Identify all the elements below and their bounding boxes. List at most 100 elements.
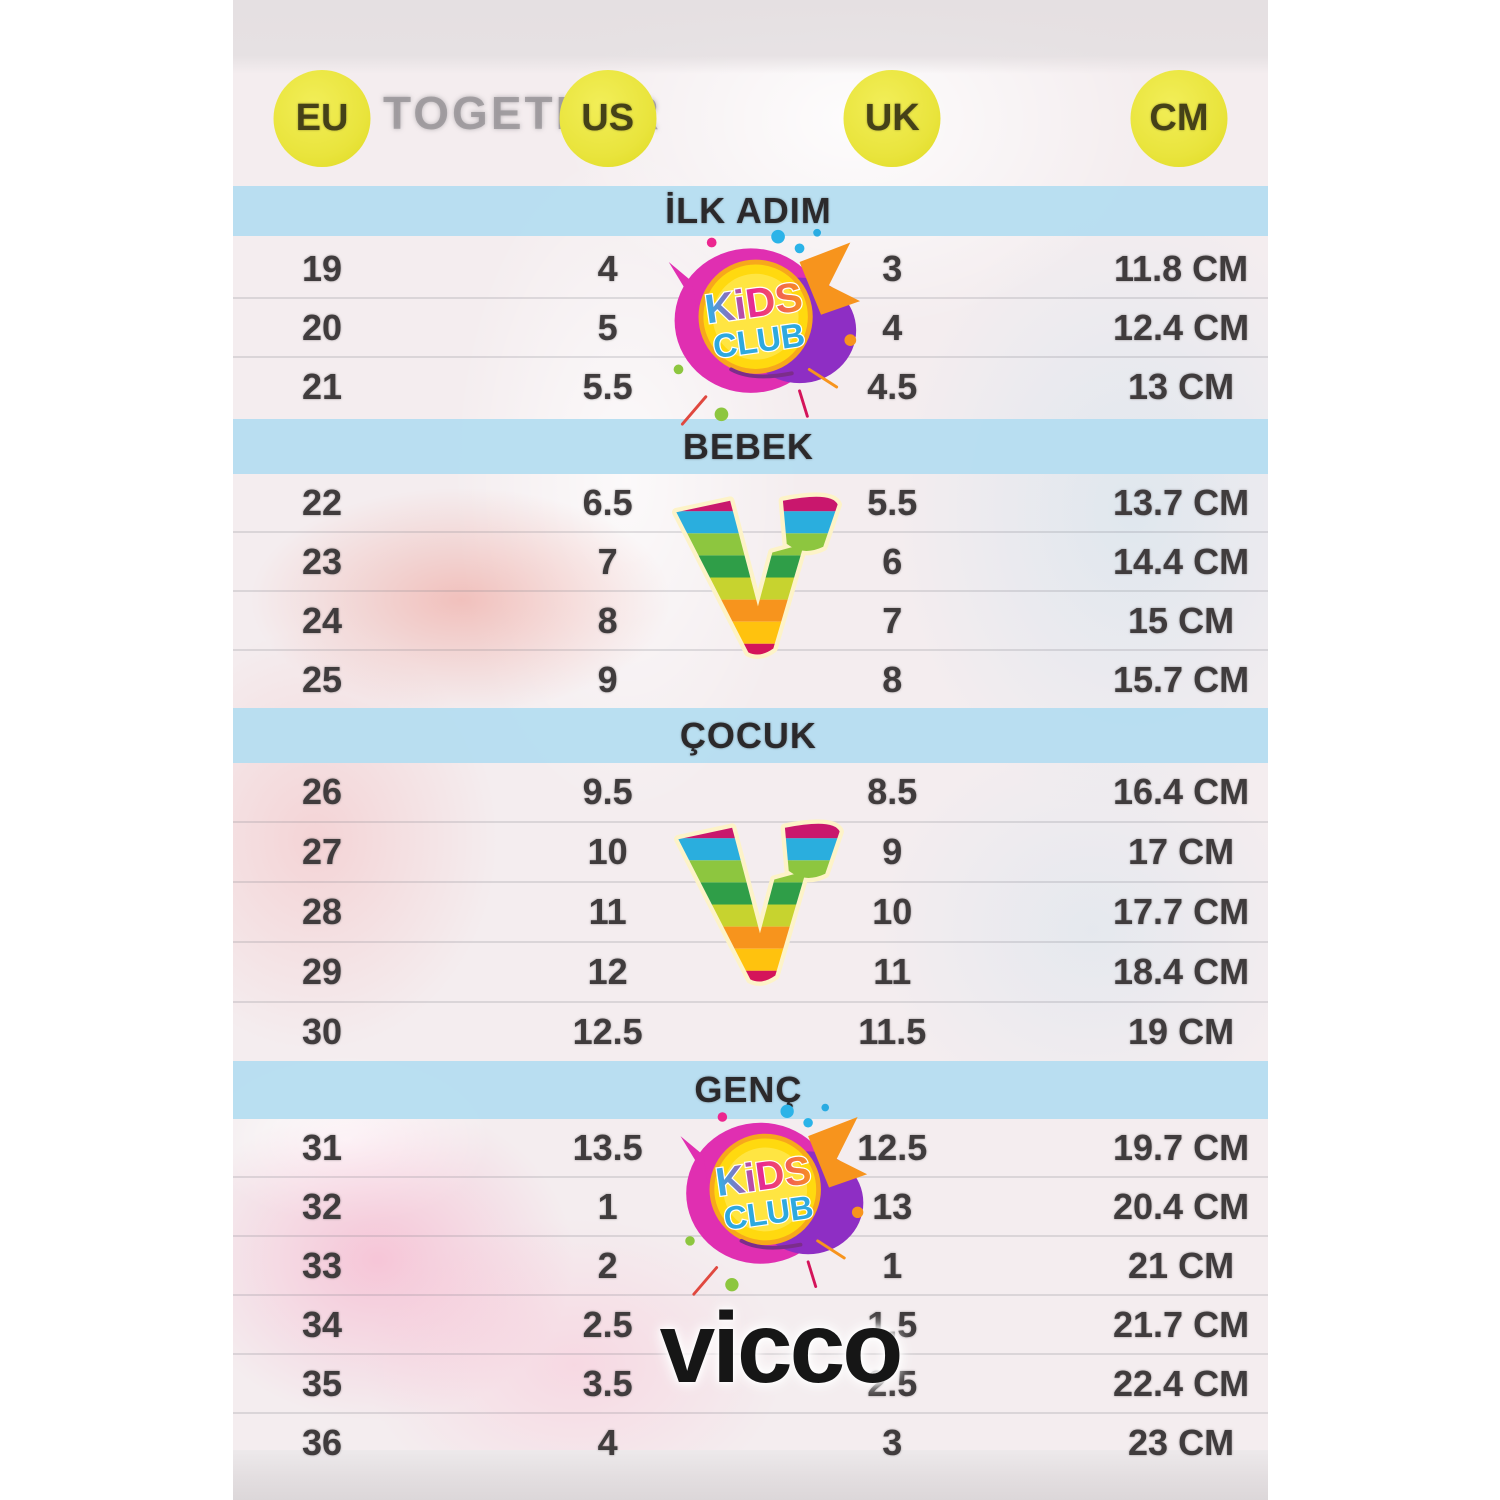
section-header-band: GENÇ (233, 1061, 1268, 1119)
us-value: 1 (597, 1185, 618, 1227)
uk-value: 2.5 (867, 1362, 918, 1404)
eu-value: 21 (301, 365, 343, 407)
cm-value: 15.7 CM (1113, 658, 1250, 700)
table-row: 23 7 6 14.4 CM (233, 531, 1268, 590)
eu-value: 23 (301, 540, 343, 582)
table-row: 36 4 3 23 CM (233, 1412, 1268, 1471)
us-value: 10 (587, 831, 628, 872)
section-title: BEBEK (682, 425, 814, 467)
table-row: 35 3.5 2.5 22.4 CM (233, 1353, 1268, 1412)
kids-club-logo (665, 1098, 875, 1298)
uk-value: 1.5 (867, 1303, 918, 1345)
vicco-wordmark: vicco (659, 1291, 904, 1404)
cm-value: 18.4 CM (1113, 951, 1250, 992)
section-ilk-adim: İLK ADIM 19 4 3 11.8 CM 20 5 4 12.4 CM 2… (233, 186, 1268, 415)
uk-column-label: UK (864, 97, 920, 139)
eu-value: 25 (301, 658, 343, 700)
eu-value: 31 (301, 1126, 343, 1168)
us-value: 7 (597, 540, 618, 582)
eu-value: 32 (301, 1185, 343, 1227)
eu-value: 28 (301, 891, 343, 932)
section-header-band: ÇOCUK (233, 708, 1268, 763)
uk-column-badge: UK (843, 70, 941, 167)
table-row: 34 2.5 1.5 21.7 CM (233, 1294, 1268, 1353)
uk-value: 11.5 (858, 1011, 927, 1052)
eu-value: 35 (301, 1362, 343, 1404)
us-value: 2.5 (582, 1303, 633, 1345)
us-value: 13.5 (572, 1126, 643, 1168)
column-header-row: TOGETHER EU US UK CM (233, 0, 1268, 186)
cm-value: 14.4 CM (1113, 540, 1250, 582)
eu-value: 29 (301, 951, 343, 992)
us-value: 8 (597, 599, 618, 641)
us-column-badge: US (559, 70, 657, 167)
table-row: 22 6.5 5.5 13.7 CM (233, 474, 1268, 531)
uk-value: 11 (873, 951, 912, 992)
cm-value: 13 CM (1128, 365, 1235, 407)
eu-value: 30 (301, 1011, 343, 1052)
table-row: 19 4 3 11.8 CM (233, 240, 1268, 297)
eu-value: 33 (301, 1244, 343, 1286)
table-row: 30 12.5 11.5 19 CM (233, 1001, 1268, 1061)
table-row: 26 9.5 8.5 16.4 CM (233, 763, 1268, 821)
uk-value: 5.5 (867, 481, 918, 523)
eu-value: 20 (301, 306, 343, 348)
us-value: 9 (597, 658, 618, 700)
cm-value: 19 CM (1128, 1011, 1235, 1052)
uk-value: 9 (882, 831, 903, 872)
cm-value: 16.4 CM (1113, 771, 1250, 812)
eu-value: 36 (301, 1421, 343, 1463)
us-value: 12 (587, 951, 628, 992)
eu-column-label: EU (295, 97, 349, 139)
section-title: ÇOCUK (679, 714, 817, 756)
us-value: 5.5 (582, 365, 633, 407)
eu-value: 19 (301, 247, 343, 289)
us-value: 2 (597, 1244, 618, 1286)
eu-value: 27 (301, 831, 343, 872)
uk-value: 8 (882, 658, 903, 700)
us-value: 11 (588, 891, 627, 932)
uk-value: 13 (872, 1185, 913, 1227)
us-column-label: US (581, 97, 635, 139)
uk-value: 6 (882, 540, 903, 582)
cm-value: 15 CM (1128, 599, 1235, 641)
vicco-v-logo (661, 487, 853, 669)
cm-value: 20.4 CM (1113, 1185, 1250, 1227)
eu-column-badge: EU (273, 70, 371, 167)
us-value: 9.5 (582, 771, 633, 812)
bottom-gray-strip (233, 1450, 1268, 1500)
eu-value: 26 (301, 771, 343, 812)
section-genc: GENÇ 31 13.5 12.5 19.7 CM 32 1 13 20.4 C… (233, 1061, 1268, 1471)
uk-value: 3 (882, 247, 903, 289)
uk-value: 10 (872, 891, 913, 932)
section-header-band: BEBEK (233, 419, 1268, 474)
uk-value: 1 (882, 1244, 903, 1286)
section-bebek: BEBEK 22 6.5 5.5 13.7 CM 23 7 6 14.4 CM … (233, 419, 1268, 708)
uk-value: 3 (882, 1421, 903, 1463)
cm-value: 21 CM (1128, 1244, 1235, 1286)
cm-column-label: CM (1149, 97, 1209, 139)
cm-value: 19.7 CM (1113, 1126, 1250, 1168)
uk-value: 7 (882, 599, 903, 641)
table-row: 31 13.5 12.5 19.7 CM (233, 1119, 1268, 1176)
section-title: GENÇ (694, 1069, 803, 1110)
cm-value: 11.8 CM (1114, 247, 1249, 289)
cm-value: 17.7 CM (1113, 891, 1250, 932)
us-value: 6.5 (582, 481, 633, 523)
uk-value: 4 (882, 306, 903, 348)
size-rows: 31 13.5 12.5 19.7 CM 32 1 13 20.4 CM 33 … (233, 1119, 1268, 1471)
section-header-band: İLK ADIM (233, 186, 1268, 236)
cm-value: 23 CM (1128, 1421, 1235, 1463)
uk-value: 4.5 (867, 365, 918, 407)
cm-value: 12.4 CM (1113, 306, 1250, 348)
eu-value: 34 (301, 1303, 343, 1345)
cm-column-badge: CM (1130, 70, 1228, 167)
us-value: 4 (597, 247, 618, 289)
vicco-v-logo (663, 816, 855, 994)
cm-value: 13.7 CM (1113, 481, 1250, 523)
uk-value: 8.5 (867, 771, 918, 812)
us-value: 3.5 (582, 1362, 633, 1404)
uk-value: 12.5 (857, 1126, 928, 1168)
size-chart: TOGETHER EU US UK CM İLK ADIM 19 4 (233, 0, 1268, 1500)
